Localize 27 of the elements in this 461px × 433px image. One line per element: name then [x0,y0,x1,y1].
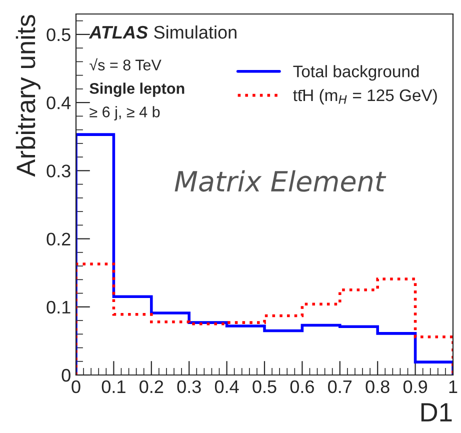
x-tick-label: 1 [449,380,458,393]
x-tick-label: 0.9 [403,380,427,394]
annotation: ≥ 6 j, ≥ 4 b [90,106,160,120]
x-tick-label: 0 [72,380,80,394]
x-tick-label: 0.4 [214,380,239,394]
x-tick-label: 0.6 [290,380,314,394]
y-tick-label: 0 [62,368,70,382]
annotation: √s = 8 TeV [90,58,162,70]
x-tick-label: 0.8 [366,380,390,394]
y-tick-label: 0.2 [46,232,70,246]
annotation: Simulation [154,25,236,39]
annotation: Single lepton [90,82,184,97]
y-tick-label: 0.1 [46,300,70,314]
annotation: ATLAS [88,26,148,39]
x-axis-title: D1 [421,403,452,422]
y-tick-label: 0.4 [46,96,71,110]
x-tick-label: 0.5 [252,380,276,394]
y-tick-label: 0.3 [46,164,70,178]
annotation: Matrix Element [174,170,386,192]
y-tick-label: 0.5 [46,28,70,42]
x-tick-label: 0.3 [177,380,201,394]
x-tick-label: 0.1 [102,380,126,394]
legend-label: Total background [293,65,419,81]
x-tick-label: 0.7 [328,380,352,394]
x-tick-label: 0.2 [140,380,164,394]
legend-label: tt̄H (m$_{H}$ = 125 GeV) [293,88,437,104]
y-axis-title: Arbitrary units [16,14,40,177]
